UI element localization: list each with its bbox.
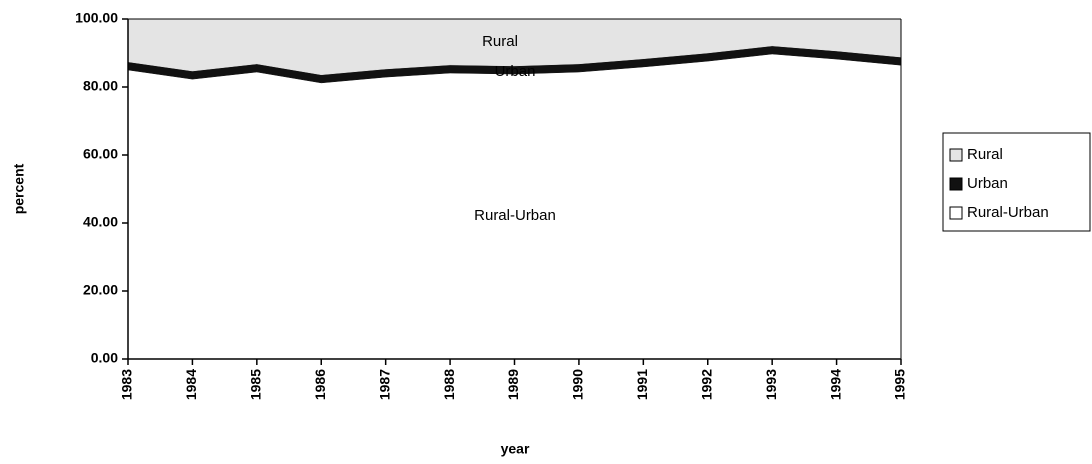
x-tick-label: 1993 bbox=[763, 369, 779, 400]
legend-label: Urban bbox=[967, 175, 1008, 192]
legend-label: Rural bbox=[967, 146, 1003, 163]
x-tick-label: 1983 bbox=[119, 369, 135, 400]
x-tick-label: 1995 bbox=[892, 369, 908, 400]
y-tick-label: 40.00 bbox=[83, 214, 118, 230]
area-label: Urban bbox=[495, 63, 536, 80]
legend-swatch bbox=[949, 206, 963, 220]
legend-box bbox=[942, 132, 1091, 232]
legend-swatch bbox=[949, 148, 963, 162]
x-tick-label: 1992 bbox=[698, 369, 714, 400]
x-tick-label: 1994 bbox=[827, 369, 843, 400]
x-tick-label: 1986 bbox=[312, 369, 328, 400]
x-tick-label: 1988 bbox=[441, 369, 457, 400]
x-tick-label: 1987 bbox=[376, 369, 392, 400]
x-tick-label: 1990 bbox=[570, 369, 586, 400]
y-tick-label: 80.00 bbox=[83, 78, 118, 94]
y-tick-label: 0.00 bbox=[91, 350, 118, 366]
y-tick-label: 60.00 bbox=[83, 146, 118, 162]
x-tick-label: 1985 bbox=[248, 369, 264, 400]
x-tick-label: 1984 bbox=[183, 369, 199, 400]
x-tick-label: 1989 bbox=[505, 369, 521, 400]
area-label: Rural bbox=[482, 33, 518, 50]
legend-label: Rural-Urban bbox=[967, 204, 1049, 221]
area-label: Rural-Urban bbox=[474, 207, 556, 224]
y-tick-label: 20.00 bbox=[83, 282, 118, 298]
x-axis-label: year bbox=[501, 441, 530, 457]
x-tick-label: 1991 bbox=[634, 369, 650, 400]
y-tick-label: 100.00 bbox=[75, 10, 118, 26]
y-axis-label: percent bbox=[11, 163, 27, 214]
legend-swatch bbox=[949, 177, 963, 191]
